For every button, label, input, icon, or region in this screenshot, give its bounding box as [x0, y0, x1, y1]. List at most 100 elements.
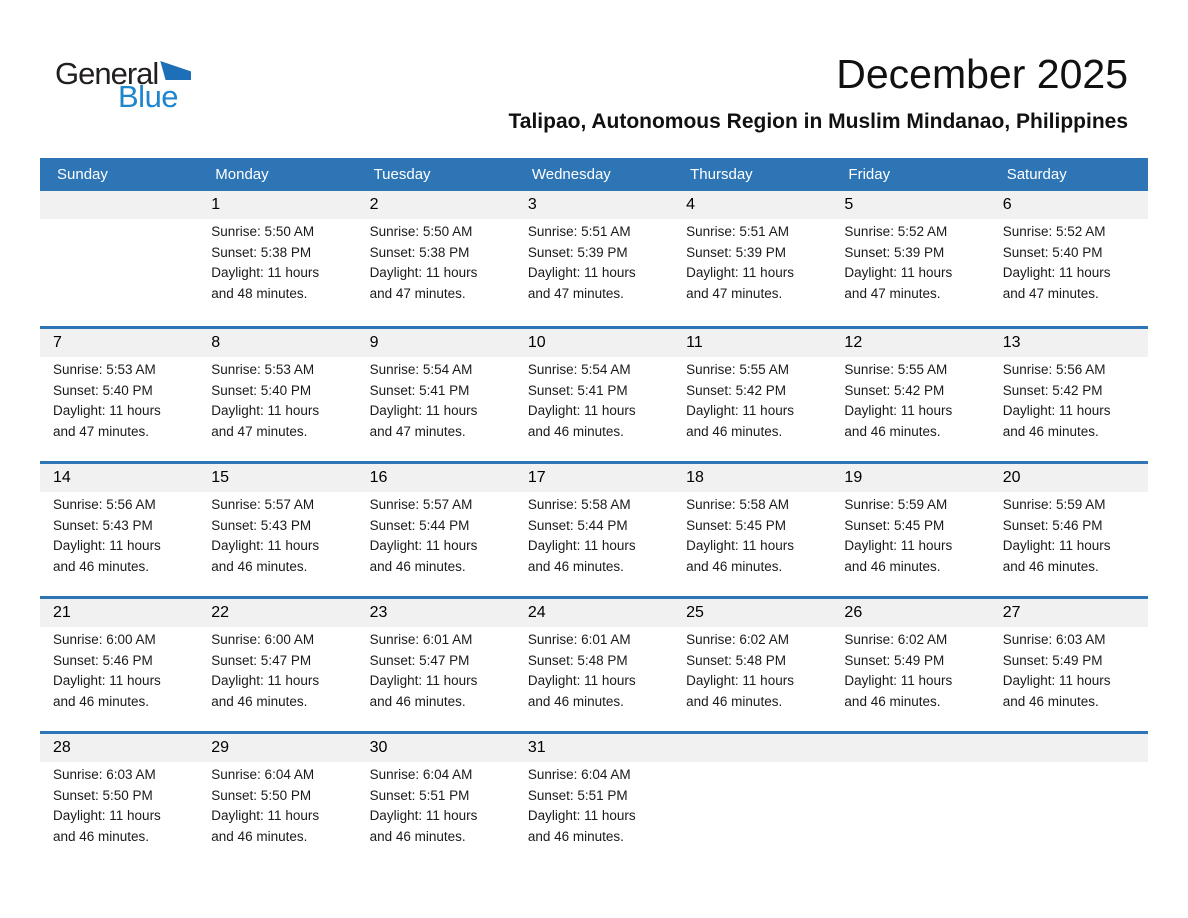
day-cell: Sunrise: 5:56 AM Sunset: 5:42 PM Daylight:… [990, 357, 1148, 442]
daylight-line2: and 46 minutes. [1002, 693, 1099, 709]
day-number: 8 [211, 334, 221, 351]
day-cell: Sunrise: 6:04 AM Sunset: 5:50 PM Daylight:… [198, 762, 356, 847]
sunrise-text: Sunrise: 5:58 AM [527, 497, 631, 512]
day-cell: Sunrise: 6:01 AM Sunset: 5:48 PM Daylight:… [515, 627, 673, 712]
day-header-sunday: Sunday [57, 166, 108, 183]
daylight-line1: Daylight: 11 hours [211, 403, 320, 418]
sunrise-text: Sunrise: 6:04 AM [369, 767, 473, 782]
empty-day-number [990, 734, 1148, 762]
daylight-line2: and 46 minutes. [844, 558, 941, 574]
sunset-text: Sunset: 5:42 PM [686, 382, 786, 398]
calendar: Sunday Monday Tuesday Wednesday Thursday Frid… [40, 158, 1148, 866]
calendar-body: 1 2 3 4 5 6 Sunrise: 5:50 AM Sunset: 5:38 PM Day… [40, 191, 1148, 866]
daylight-line2: and 48 minutes. [211, 285, 308, 301]
sunset-text: Sunset: 5:50 PM [53, 787, 153, 803]
day-cell: Sunrise: 6:04 AM Sunset: 5:51 PM Daylight:… [515, 762, 673, 847]
day-number-band: 1 2 3 4 5 6 [40, 191, 1148, 219]
sunrise-text: Sunrise: 5:55 AM [686, 362, 789, 377]
day-number: 10 [527, 334, 546, 351]
sunset-text: Sunset: 5:43 PM [53, 517, 153, 533]
week-row: 14 15 16 17 18 19 20 Sunrise: 5:56 AM Sunset: 5:… [40, 461, 1148, 596]
day-cell: Sunrise: 5:50 AM Sunset: 5:38 PM Daylight:… [357, 219, 515, 304]
day-cell: Sunrise: 5:52 AM Sunset: 5:40 PM Daylight:… [990, 219, 1148, 304]
sunset-text: Sunset: 5:39 PM [686, 244, 786, 260]
sunrise-text: Sunrise: 5:53 AM [53, 362, 156, 377]
day-number: 9 [369, 334, 379, 351]
day-number: 7 [53, 334, 62, 351]
daylight-line1: Daylight: 11 hours [527, 265, 636, 280]
day-number: 18 [686, 469, 704, 486]
sunrise-text: Sunrise: 5:54 AM [369, 362, 473, 377]
title-block: December 2025 Talipao, Autonomous Region… [508, 51, 1129, 134]
logo-triangle-icon [160, 61, 192, 80]
day-cell: Sunrise: 6:03 AM Sunset: 5:50 PM Daylight:… [40, 762, 198, 847]
sunrise-text: Sunrise: 5:52 AM [844, 224, 948, 239]
sunset-text: Sunset: 5:39 PM [527, 244, 628, 260]
sunrise-text: Sunrise: 6:03 AM [1002, 632, 1106, 647]
sunrise-text: Sunrise: 5:50 AM [211, 224, 315, 239]
week-row: 28 29 30 31 Sunrise: 6:03 AM Sunset: 5:50 PM D… [40, 731, 1148, 866]
day-cell: Sunrise: 5:59 AM Sunset: 5:46 PM Daylight:… [990, 492, 1148, 577]
daylight-line1: Daylight: 11 hours [211, 673, 320, 688]
sunset-text: Sunset: 5:50 PM [211, 787, 312, 803]
daylight-line1: Daylight: 11 hours [53, 538, 161, 553]
sunset-text: Sunset: 5:40 PM [211, 382, 312, 398]
day-number: 26 [844, 604, 863, 621]
day-number: 6 [1002, 196, 1012, 213]
day-number: 22 [211, 604, 230, 621]
sunrise-text: Sunrise: 6:01 AM [527, 632, 631, 647]
daylight-line1: Daylight: 11 hours [369, 265, 478, 280]
day-cell: Sunrise: 5:56 AM Sunset: 5:43 PM Daylight:… [40, 492, 198, 577]
day-number: 13 [1002, 334, 1021, 351]
daylight-line2: and 46 minutes. [211, 828, 308, 844]
sunrise-text: Sunrise: 6:02 AM [844, 632, 948, 647]
page-subtitle: Talipao, Autonomous Region in Muslim Min… [508, 110, 1129, 134]
sunset-text: Sunset: 5:47 PM [211, 652, 312, 668]
empty-day-number [40, 191, 198, 219]
daylight-line1: Daylight: 11 hours [369, 808, 478, 823]
daylight-line2: and 46 minutes. [527, 423, 624, 439]
empty-day-number [831, 734, 989, 762]
sunset-text: Sunset: 5:49 PM [844, 652, 945, 668]
daylight-line2: and 46 minutes. [844, 693, 941, 709]
day-cell: Sunrise: 5:57 AM Sunset: 5:43 PM Daylight:… [198, 492, 356, 577]
sunrise-text: Sunrise: 5:51 AM [686, 224, 789, 239]
daylight-line1: Daylight: 11 hours [1002, 673, 1111, 688]
daylight-line1: Daylight: 11 hours [1002, 538, 1111, 553]
week-content: Sunrise: 6:03 AM Sunset: 5:50 PM Daylight:… [40, 762, 1148, 847]
empty-day-cell [990, 762, 1148, 847]
sunset-text: Sunset: 5:42 PM [1002, 382, 1103, 398]
daylight-line1: Daylight: 11 hours [369, 403, 478, 418]
day-number: 14 [53, 469, 71, 486]
sunrise-text: Sunrise: 5:51 AM [527, 224, 631, 239]
day-number: 25 [686, 604, 704, 621]
sunrise-text: Sunrise: 5:59 AM [844, 497, 948, 512]
calendar-day-header-row: Sunday Monday Tuesday Wednesday Thursday Frid… [40, 158, 1148, 191]
day-cell: Sunrise: 5:58 AM Sunset: 5:44 PM Daylight:… [515, 492, 673, 577]
week-row: 21 22 23 24 25 26 27 Sunrise: 6:00 AM Sunset: 5:… [40, 596, 1148, 731]
sunset-text: Sunset: 5:45 PM [844, 517, 945, 533]
sunrise-text: Sunrise: 5:55 AM [844, 362, 948, 377]
sunset-text: Sunset: 5:45 PM [686, 517, 786, 533]
day-number: 11 [686, 334, 703, 351]
sunrise-text: Sunrise: 5:54 AM [527, 362, 631, 377]
sunset-text: Sunset: 5:43 PM [211, 517, 312, 533]
daylight-line2: and 46 minutes. [369, 693, 466, 709]
week-content: Sunrise: 5:50 AM Sunset: 5:38 PM Daylight:… [40, 219, 1148, 304]
sunset-text: Sunset: 5:38 PM [211, 244, 312, 260]
daylight-line2: and 47 minutes. [53, 423, 150, 439]
day-number: 31 [527, 739, 546, 756]
day-cell: Sunrise: 5:54 AM Sunset: 5:41 PM Daylight:… [357, 357, 515, 442]
sunrise-text: Sunrise: 5:59 AM [1002, 497, 1106, 512]
day-cell: Sunrise: 5:53 AM Sunset: 5:40 PM Daylight:… [40, 357, 198, 442]
day-cell: Sunrise: 6:02 AM Sunset: 5:49 PM Daylight:… [831, 627, 989, 712]
daylight-line2: and 46 minutes. [1002, 558, 1099, 574]
daylight-line2: and 47 minutes. [211, 423, 308, 439]
sunrise-text: Sunrise: 6:00 AM [211, 632, 315, 647]
sunrise-text: Sunrise: 6:00 AM [53, 632, 156, 647]
day-cell: Sunrise: 6:00 AM Sunset: 5:46 PM Daylight:… [40, 627, 198, 712]
sunset-text: Sunset: 5:41 PM [369, 382, 470, 398]
daylight-line1: Daylight: 11 hours [211, 265, 320, 280]
sunrise-text: Sunrise: 6:04 AM [211, 767, 315, 782]
